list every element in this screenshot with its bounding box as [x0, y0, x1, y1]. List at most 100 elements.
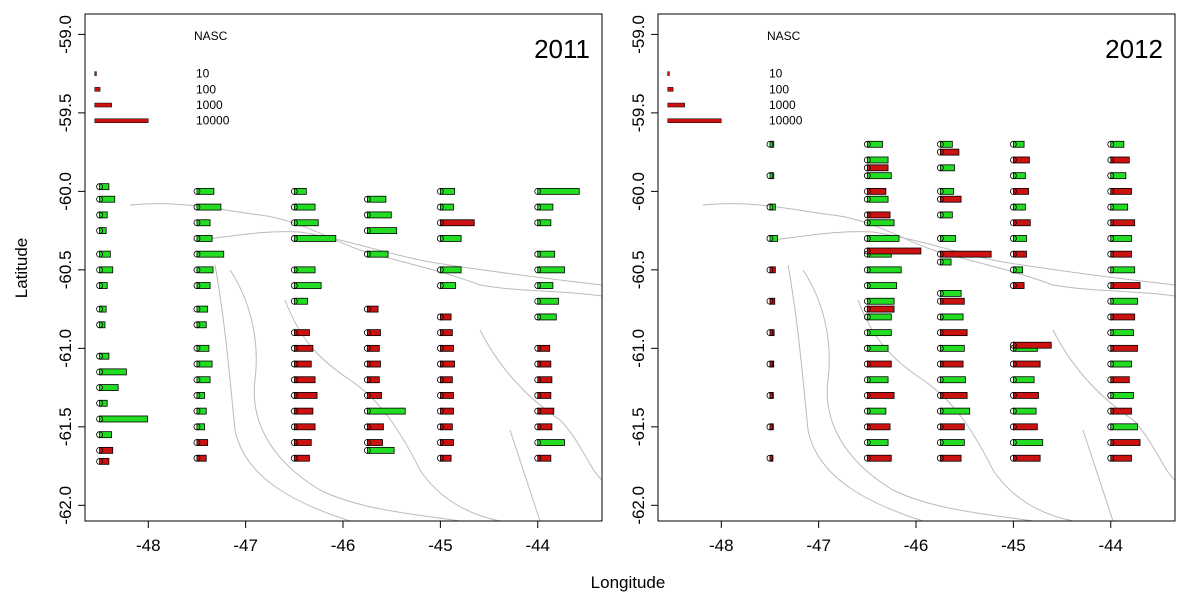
station [936, 297, 944, 305]
nasc-bar [439, 454, 452, 462]
nasc-bar [537, 219, 552, 227]
nasc-bar [537, 187, 580, 195]
y-axis-label: Latitude [12, 238, 31, 299]
nasc-bar [366, 360, 381, 368]
panel-title: 2012 [1105, 34, 1163, 64]
station [96, 352, 104, 360]
nasc-bar [537, 376, 553, 384]
nasc-bar [939, 313, 964, 321]
station [1009, 341, 1017, 349]
nasc-bar [537, 423, 553, 431]
station [863, 247, 871, 255]
nasc-bar [939, 344, 965, 352]
nasc-bar [1012, 203, 1026, 211]
station [1107, 235, 1115, 242]
y-tick-label: -59.0 [56, 15, 75, 54]
nasc-bar [196, 305, 209, 313]
station [290, 376, 298, 384]
nasc-bar [293, 203, 316, 211]
x-tick-label: -44 [525, 536, 550, 555]
nasc-bar [439, 313, 452, 321]
y-tick-label: -60.0 [629, 172, 648, 211]
nasc-bar [439, 203, 454, 211]
station [936, 360, 944, 368]
x-tick-label: -46 [904, 536, 929, 555]
station [534, 282, 542, 289]
nasc-bar [366, 195, 387, 203]
nasc-bar [866, 423, 891, 431]
station [436, 187, 444, 195]
station [936, 250, 944, 258]
x-tick-label: -46 [331, 536, 356, 555]
nasc-bar [1110, 344, 1138, 352]
nasc-bar [439, 392, 454, 399]
station [1009, 266, 1017, 274]
station [290, 187, 298, 195]
nasc-bar [537, 250, 556, 258]
station [1107, 376, 1115, 384]
nasc-bar [939, 454, 962, 462]
nasc-bar [1110, 329, 1134, 337]
nasc-bar [293, 439, 312, 446]
nasc-bar [769, 172, 775, 180]
legend-bar [667, 71, 670, 76]
nasc-bar [1110, 423, 1138, 431]
nasc-bar [537, 313, 557, 321]
nasc-bar [1110, 266, 1136, 274]
station [96, 399, 104, 407]
station [1107, 203, 1115, 211]
station [363, 227, 371, 235]
nasc-bar [866, 266, 902, 274]
nasc-bar [939, 329, 968, 337]
station [1107, 250, 1115, 258]
nasc-bar [99, 183, 110, 191]
plot-frame [657, 13, 1176, 522]
nasc-bar [366, 329, 381, 337]
station [363, 439, 371, 446]
nasc-bar [939, 250, 992, 258]
nasc-bar [99, 352, 110, 360]
legend-bar [667, 87, 674, 92]
station [766, 423, 774, 431]
station [290, 360, 298, 368]
y-tick-label: -60.5 [56, 250, 75, 289]
station [96, 457, 104, 465]
nasc-bar [866, 329, 892, 337]
nasc-bar [1110, 376, 1130, 384]
nasc-bar [293, 219, 319, 227]
nasc-bar [196, 266, 214, 274]
station [936, 289, 944, 297]
nasc-bar [537, 392, 552, 399]
nasc-bar [1110, 282, 1141, 289]
station [863, 282, 871, 289]
x-tick-label: -48 [709, 536, 734, 555]
nasc-bar [1012, 219, 1031, 227]
y-tick-label: -59.5 [56, 94, 75, 133]
station [936, 313, 944, 321]
nasc-bar [366, 344, 380, 352]
station [363, 376, 371, 384]
nasc-bar [939, 195, 962, 203]
station [766, 266, 774, 274]
nasc-bar [99, 368, 127, 376]
station [290, 423, 298, 431]
station [1107, 140, 1115, 148]
nasc-bar [939, 140, 953, 148]
station [436, 266, 444, 274]
station [193, 344, 201, 352]
station [1107, 407, 1115, 415]
nasc-bar [769, 360, 775, 368]
nasc-bar [99, 415, 148, 423]
nasc-bar [196, 376, 211, 384]
x-tick-label: -44 [1098, 536, 1123, 555]
station [193, 305, 201, 313]
station [863, 172, 871, 180]
nasc-bar [196, 407, 207, 415]
station [1009, 454, 1017, 462]
nasc-bar [1110, 407, 1132, 415]
station [1107, 329, 1115, 337]
nasc-bar [196, 187, 215, 195]
station [1009, 250, 1017, 258]
nasc-bar [866, 211, 891, 219]
